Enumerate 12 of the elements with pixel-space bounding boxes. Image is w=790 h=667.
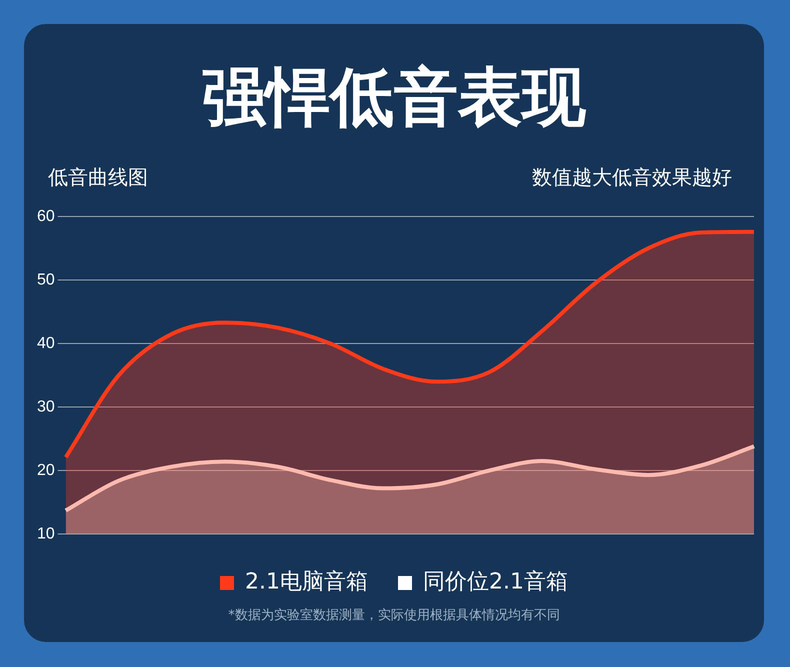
- y-tick-label: 30: [37, 398, 55, 416]
- y-tick-label: 10: [37, 525, 55, 542]
- y-axis-title: 低音曲线图: [48, 164, 148, 191]
- y-tick-label: 50: [37, 271, 55, 288]
- text: 数值越大低音效果越好: [532, 164, 732, 191]
- chart-title: 强悍低音表现: [201, 60, 587, 137]
- y-tick-label: 60: [37, 208, 55, 226]
- y-tick-label: 20: [37, 462, 55, 479]
- legend-label: 2.1电脑音箱: [245, 570, 368, 595]
- legend-label: 同价位2.1音箱: [423, 570, 568, 595]
- text: *数据为实验室数据测量，实际使用根据具体情况均有不同: [227, 607, 561, 624]
- y-tick-label: 40: [37, 334, 55, 352]
